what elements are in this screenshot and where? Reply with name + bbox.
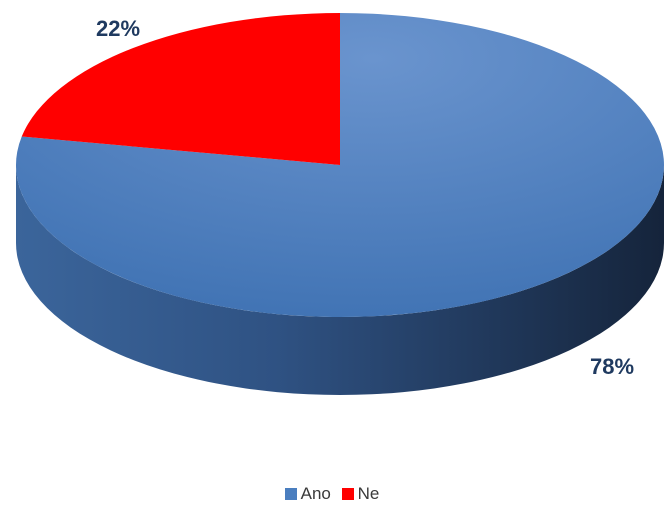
pie-slice-ano (16, 13, 664, 317)
data-label-ano: 78% (590, 354, 634, 379)
legend: Ano Ne (0, 484, 664, 505)
pie-slice-ne (21, 13, 341, 165)
legend-item-ne: Ne (341, 484, 380, 504)
legend-swatch-ano (284, 488, 297, 500)
legend-swatch-ne (341, 488, 354, 500)
data-label-ne: 22% (96, 16, 140, 41)
pie-side-ano (16, 165, 664, 395)
legend-label-ne: Ne (357, 484, 380, 503)
legend-label-ano: Ano (300, 484, 331, 503)
legend-item-ano: Ano (284, 484, 331, 504)
